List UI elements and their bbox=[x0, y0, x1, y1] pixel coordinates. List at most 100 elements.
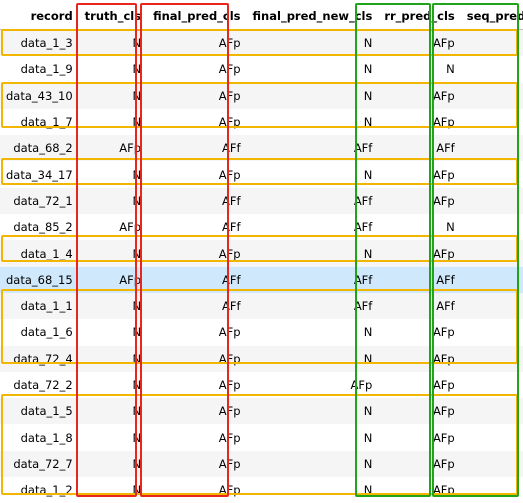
rr-pred-cls-cell: AFf bbox=[378, 135, 460, 161]
record-cell: data_72_1 bbox=[0, 188, 79, 214]
seq-pred-cls-cell: AFp bbox=[461, 56, 523, 82]
final-pred-new-cls-cell: N bbox=[247, 109, 379, 135]
final-pred-new-cls-cell: N bbox=[247, 451, 379, 477]
final-pred-cls-cell: AFp bbox=[147, 319, 246, 345]
rr-pred-cls-cell: AFp bbox=[378, 398, 460, 424]
final-pred-new-cls-cell: AFf bbox=[247, 267, 379, 293]
table-row[interactable]: data_72_1NAFfAFfAFpAFf bbox=[0, 188, 523, 214]
final-pred-cls-cell: AFp bbox=[147, 240, 246, 266]
final-pred-cls-cell: AFp bbox=[147, 83, 246, 109]
rr-pred-cls-cell: AFp bbox=[378, 451, 460, 477]
seq-pred-cls-cell: N bbox=[461, 30, 523, 57]
rr-pred-cls-cell: AFf bbox=[378, 267, 460, 293]
truth-cls-cell: N bbox=[79, 30, 147, 57]
truth-cls-cell: N bbox=[79, 83, 147, 109]
header-row: record truth_cls final_pred_cls final_pr… bbox=[0, 3, 523, 30]
rr-pred-cls-cell: AFp bbox=[378, 424, 460, 450]
data-table: record truth_cls final_pred_cls final_pr… bbox=[0, 3, 523, 503]
truth-cls-cell: N bbox=[79, 56, 147, 82]
rr-pred-cls-cell: N bbox=[378, 214, 460, 240]
truth-cls-cell: N bbox=[79, 161, 147, 187]
truth-cls-cell: N bbox=[79, 188, 147, 214]
rr-pred-cls-cell: AFp bbox=[378, 109, 460, 135]
seq-pred-cls-cell: AFf bbox=[461, 214, 523, 240]
rr-pred-cls-cell: AFp bbox=[378, 372, 460, 398]
table-row[interactable]: data_1_1NAFfAFfAFfN bbox=[0, 293, 523, 319]
table-row[interactable]: data_43_10NAFpNAFpN bbox=[0, 83, 523, 109]
record-cell: data_1_6 bbox=[0, 319, 79, 345]
record-cell: data_72_7 bbox=[0, 451, 79, 477]
final-pred-new-cls-cell: N bbox=[247, 424, 379, 450]
column-header-record[interactable]: record bbox=[0, 3, 79, 30]
rr-pred-cls-cell: AFp bbox=[378, 240, 460, 266]
table-row[interactable]: data_1_5NAFpNAFpN bbox=[0, 398, 523, 424]
final-pred-cls-cell: AFp bbox=[147, 477, 246, 503]
table-row[interactable]: data_68_2AFpAFfAFfAFfAFp bbox=[0, 135, 523, 161]
column-header-final-pred-new-cls[interactable]: final_pred_new_cls bbox=[247, 3, 379, 30]
table-row[interactable]: data_34_17NAFpNAFpN bbox=[0, 161, 523, 187]
seq-pred-cls-cell: N bbox=[461, 346, 523, 372]
table-row[interactable]: data_72_2NAFpAFpAFpAFp bbox=[0, 372, 523, 398]
seq-pred-cls-cell: N bbox=[461, 477, 523, 503]
final-pred-cls-cell: AFp bbox=[147, 424, 246, 450]
seq-pred-cls-cell: AFp bbox=[461, 135, 523, 161]
final-pred-new-cls-cell: N bbox=[247, 240, 379, 266]
rr-pred-cls-cell: AFp bbox=[378, 477, 460, 503]
final-pred-new-cls-cell: AFf bbox=[247, 135, 379, 161]
table-row[interactable]: data_85_2AFpAFfAFfNAFf bbox=[0, 214, 523, 240]
table-row[interactable]: data_1_8NAFpNAFpN bbox=[0, 424, 523, 450]
table-row[interactable]: data_1_7NAFpNAFpN bbox=[0, 109, 523, 135]
final-pred-cls-cell: AFf bbox=[147, 135, 246, 161]
rr-pred-cls-cell: AFp bbox=[378, 319, 460, 345]
final-pred-new-cls-cell: N bbox=[247, 477, 379, 503]
rr-pred-cls-cell: AFp bbox=[378, 161, 460, 187]
final-pred-cls-cell: AFf bbox=[147, 214, 246, 240]
final-pred-new-cls-cell: AFf bbox=[247, 214, 379, 240]
record-cell: data_43_10 bbox=[0, 83, 79, 109]
record-cell: data_1_4 bbox=[0, 240, 79, 266]
record-cell: data_1_5 bbox=[0, 398, 79, 424]
final-pred-new-cls-cell: N bbox=[247, 398, 379, 424]
seq-pred-cls-cell: N bbox=[461, 319, 523, 345]
table-row[interactable]: data_1_9NAFpNNAFp bbox=[0, 56, 523, 82]
final-pred-cls-cell: AFp bbox=[147, 451, 246, 477]
column-header-truth-cls[interactable]: truth_cls bbox=[79, 3, 147, 30]
final-pred-cls-cell: AFf bbox=[147, 293, 246, 319]
table-row[interactable]: data_1_6NAFpNAFpN bbox=[0, 319, 523, 345]
truth-cls-cell: AFp bbox=[79, 214, 147, 240]
record-cell: data_68_15 bbox=[0, 267, 79, 293]
column-header-final-pred-cls[interactable]: final_pred_cls bbox=[147, 3, 246, 30]
final-pred-new-cls-cell: N bbox=[247, 319, 379, 345]
final-pred-cls-cell: AFp bbox=[147, 30, 246, 57]
final-pred-new-cls-cell: N bbox=[247, 56, 379, 82]
final-pred-cls-cell: AFp bbox=[147, 398, 246, 424]
rr-pred-cls-cell: N bbox=[378, 56, 460, 82]
rr-pred-cls-cell: AFp bbox=[378, 346, 460, 372]
column-header-rr-pred-cls[interactable]: rr_pred_cls bbox=[378, 3, 460, 30]
table-row[interactable]: data_72_7NAFpNAFpN bbox=[0, 451, 523, 477]
seq-pred-cls-cell: N bbox=[461, 109, 523, 135]
column-header-seq-pred-cls[interactable]: seq_pred_cls bbox=[461, 3, 523, 30]
seq-pred-cls-cell: N bbox=[461, 293, 523, 319]
table-row[interactable]: data_1_2NAFpNAFpN bbox=[0, 477, 523, 503]
table-row[interactable]: data_72_4NAFpNAFpN bbox=[0, 346, 523, 372]
final-pred-cls-cell: AFp bbox=[147, 56, 246, 82]
truth-cls-cell: N bbox=[79, 424, 147, 450]
record-cell: data_1_2 bbox=[0, 477, 79, 503]
table-row[interactable]: data_1_3NAFpNAFpN bbox=[0, 30, 523, 57]
record-cell: data_68_2 bbox=[0, 135, 79, 161]
seq-pred-cls-cell: AFp bbox=[461, 267, 523, 293]
final-pred-new-cls-cell: N bbox=[247, 161, 379, 187]
seq-pred-cls-cell: N bbox=[461, 424, 523, 450]
table-body: data_1_3NAFpNAFpNdata_1_9NAFpNNAFpdata_4… bbox=[0, 30, 523, 503]
rr-pred-cls-cell: AFp bbox=[378, 30, 460, 57]
record-cell: data_1_8 bbox=[0, 424, 79, 450]
table-row[interactable]: data_68_15AFpAFfAFfAFfAFp bbox=[0, 267, 523, 293]
table-row[interactable]: data_1_4NAFpNAFpN bbox=[0, 240, 523, 266]
seq-pred-cls-cell: N bbox=[461, 161, 523, 187]
record-cell: data_1_1 bbox=[0, 293, 79, 319]
final-pred-cls-cell: AFf bbox=[147, 267, 246, 293]
final-pred-cls-cell: AFp bbox=[147, 161, 246, 187]
final-pred-cls-cell: AFp bbox=[147, 109, 246, 135]
seq-pred-cls-cell: N bbox=[461, 83, 523, 109]
